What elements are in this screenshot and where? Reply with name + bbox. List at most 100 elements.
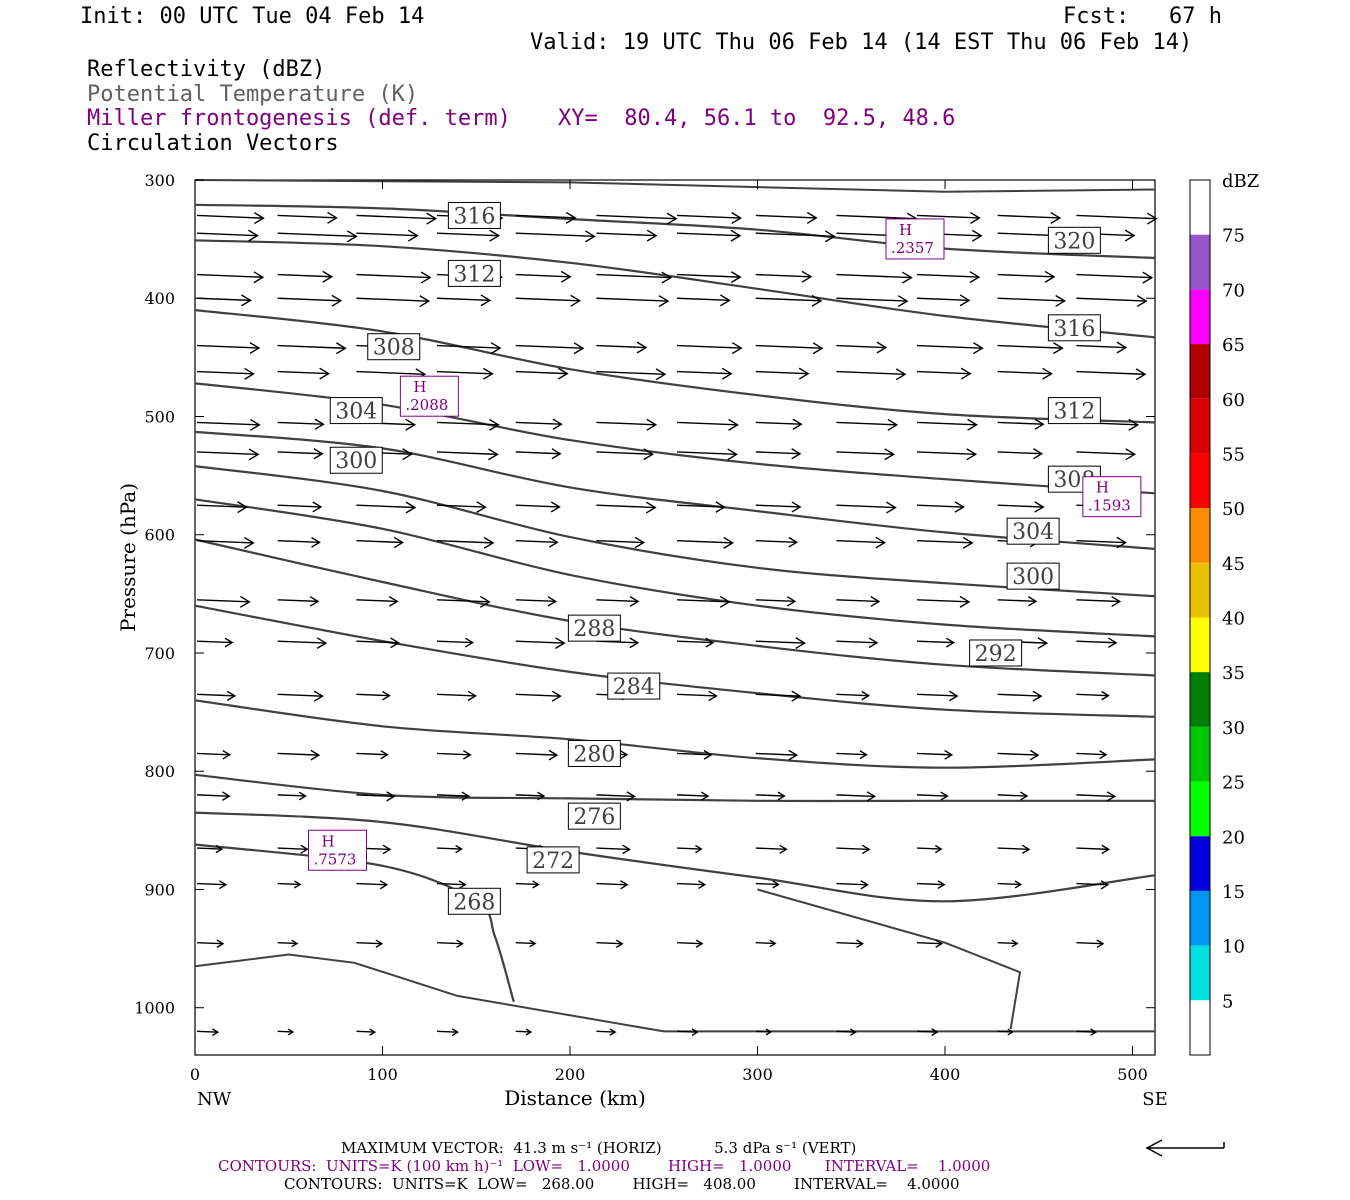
vector-head	[1032, 690, 1043, 702]
vector-head	[254, 212, 265, 225]
vector-head	[788, 536, 799, 548]
vector	[997, 693, 1042, 697]
vector	[1076, 344, 1126, 349]
vector-head	[695, 939, 704, 948]
vector	[755, 421, 802, 425]
vector	[916, 1030, 938, 1033]
vector-head	[765, 1028, 773, 1036]
vector-head	[971, 229, 983, 242]
vector-head	[215, 844, 224, 854]
vector-head	[1037, 637, 1049, 650]
vector	[997, 941, 1018, 945]
vector	[356, 504, 415, 509]
vector	[436, 451, 498, 456]
vector-head	[222, 791, 231, 801]
vector	[596, 1030, 616, 1033]
vector-head	[455, 844, 463, 854]
vector	[515, 421, 562, 425]
colorbar-level: 70	[1222, 280, 1245, 301]
vector-head	[1034, 501, 1045, 513]
vector-head	[380, 750, 389, 760]
vector-head	[479, 595, 491, 608]
vector-head	[529, 939, 537, 948]
vector-head	[1106, 791, 1117, 802]
vector	[676, 693, 717, 697]
vector-head	[1011, 939, 1019, 948]
colorbar-level: 15	[1222, 882, 1245, 903]
isentrope-292	[194, 498, 1156, 638]
vector-head	[945, 637, 956, 648]
x-tick-label: 100	[367, 1065, 398, 1084]
colorbar-border	[1189, 179, 1211, 1056]
vector	[1076, 599, 1120, 603]
y-tick-label: 900	[144, 880, 175, 899]
vector-head	[287, 1028, 295, 1036]
colorbar-segment	[1190, 836, 1210, 891]
vector	[997, 504, 1044, 508]
vector-head	[715, 501, 726, 513]
y-axis-label: Pressure (hPa)	[116, 483, 140, 632]
vector-head	[216, 939, 225, 948]
vector	[676, 847, 702, 850]
colorbar-level: 50	[1222, 499, 1245, 520]
vector-head	[731, 212, 743, 225]
vector-head	[730, 229, 742, 242]
vector-head	[811, 294, 823, 307]
vector-head	[1053, 342, 1064, 355]
vector-head	[868, 637, 879, 649]
vector-head	[861, 844, 871, 855]
vector-head	[456, 939, 464, 948]
vector-head	[490, 342, 502, 355]
vector	[356, 1030, 375, 1033]
vector	[836, 599, 879, 603]
vector	[676, 882, 705, 886]
isentrope-bottom	[194, 953, 1155, 1033]
isentrope-label-box	[1047, 397, 1101, 425]
vector-head	[791, 501, 802, 513]
x-tick-label: 300	[742, 1065, 773, 1084]
vector	[277, 214, 337, 219]
vector-head	[779, 844, 788, 854]
x-tick-label: 200	[555, 1065, 586, 1084]
fronto-box	[1082, 476, 1142, 518]
vector-head	[573, 342, 585, 355]
vector-head	[860, 880, 869, 890]
vector-head	[629, 596, 640, 607]
x-tick-label: 500	[1117, 1065, 1148, 1084]
vector-head	[705, 637, 715, 648]
isentrope-276	[194, 773, 1155, 803]
vector-head	[1135, 368, 1147, 381]
vector	[596, 370, 666, 375]
colorbar-level: 30	[1222, 718, 1245, 739]
isentrope-label: 272	[532, 849, 574, 874]
x-tick-label: 0	[190, 1065, 200, 1084]
vector-head	[954, 501, 965, 513]
vector	[277, 504, 321, 508]
vector	[515, 640, 565, 644]
isentrope-label: 300	[1012, 565, 1054, 590]
fronto-value: .1593	[1088, 497, 1131, 515]
vector	[277, 847, 308, 850]
vector-head	[375, 939, 384, 948]
vector	[196, 297, 251, 302]
field-circulation: Circulation Vectors	[87, 131, 339, 156]
vector-head	[310, 749, 321, 761]
vector	[916, 847, 942, 850]
vector	[997, 794, 1028, 797]
vector	[277, 273, 332, 278]
vector-head	[940, 791, 949, 801]
vector-head	[420, 271, 432, 284]
vector-head	[237, 501, 248, 514]
vector	[277, 539, 320, 544]
vector	[596, 297, 669, 302]
field-frontogenesis: Miller frontogenesis (def. term)	[87, 106, 511, 131]
vector	[515, 214, 576, 219]
vector-head	[615, 939, 624, 948]
vector	[436, 504, 486, 508]
fronto-label: H	[413, 378, 426, 396]
vector	[196, 232, 258, 237]
vector	[436, 599, 490, 603]
vector-head	[626, 791, 636, 802]
isentrope-label-box	[607, 672, 661, 700]
